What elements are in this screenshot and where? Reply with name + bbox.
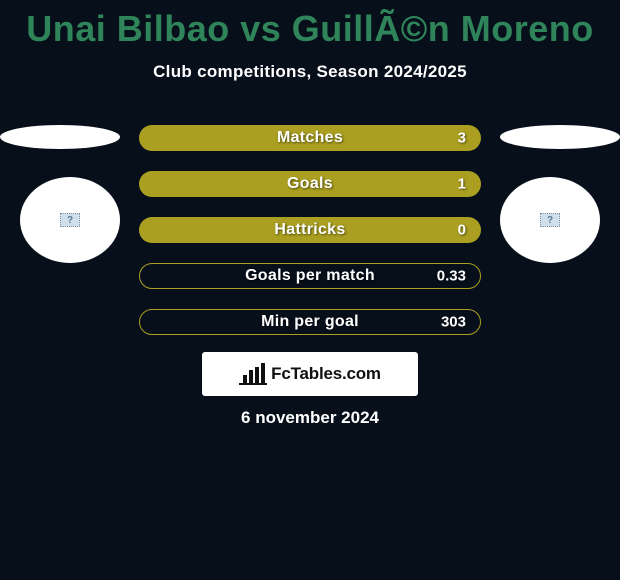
player-left-name-oval [0, 125, 120, 149]
player-right-avatar [500, 177, 600, 263]
stat-bar: Min per goal 303 [139, 309, 481, 335]
stat-label: Min per goal [140, 313, 480, 331]
stat-label: Hattricks [140, 221, 480, 239]
stat-value: 0 [458, 222, 466, 239]
stats-bars: Matches 3 Goals 1 Hattricks 0 Goals per … [139, 125, 481, 355]
stat-value: 1 [458, 176, 466, 193]
stat-value: 3 [458, 130, 466, 147]
brand-logo: FcTables.com [202, 352, 418, 396]
stat-value: 303 [441, 314, 466, 331]
player-right-name-oval [500, 125, 620, 149]
page-subtitle: Club competitions, Season 2024/2025 [0, 62, 620, 82]
stat-bar: Matches 3 [139, 125, 481, 151]
stat-label: Matches [140, 129, 480, 147]
stat-bar: Goals per match 0.33 [139, 263, 481, 289]
player-left-avatar [20, 177, 120, 263]
page-title: Unai Bilbao vs GuillÃ©n Moreno [0, 0, 620, 50]
date-label: 6 november 2024 [0, 408, 620, 428]
brand-logo-text: FcTables.com [271, 364, 381, 384]
stat-label: Goals [140, 175, 480, 193]
placeholder-image-icon [540, 213, 560, 227]
stat-label: Goals per match [140, 267, 480, 285]
placeholder-image-icon [60, 213, 80, 227]
stat-bar: Goals 1 [139, 171, 481, 197]
stat-bar: Hattricks 0 [139, 217, 481, 243]
comparison-card: Unai Bilbao vs GuillÃ©n Moreno Club comp… [0, 0, 620, 580]
bar-chart-icon [239, 363, 267, 385]
stat-value: 0.33 [437, 268, 466, 285]
